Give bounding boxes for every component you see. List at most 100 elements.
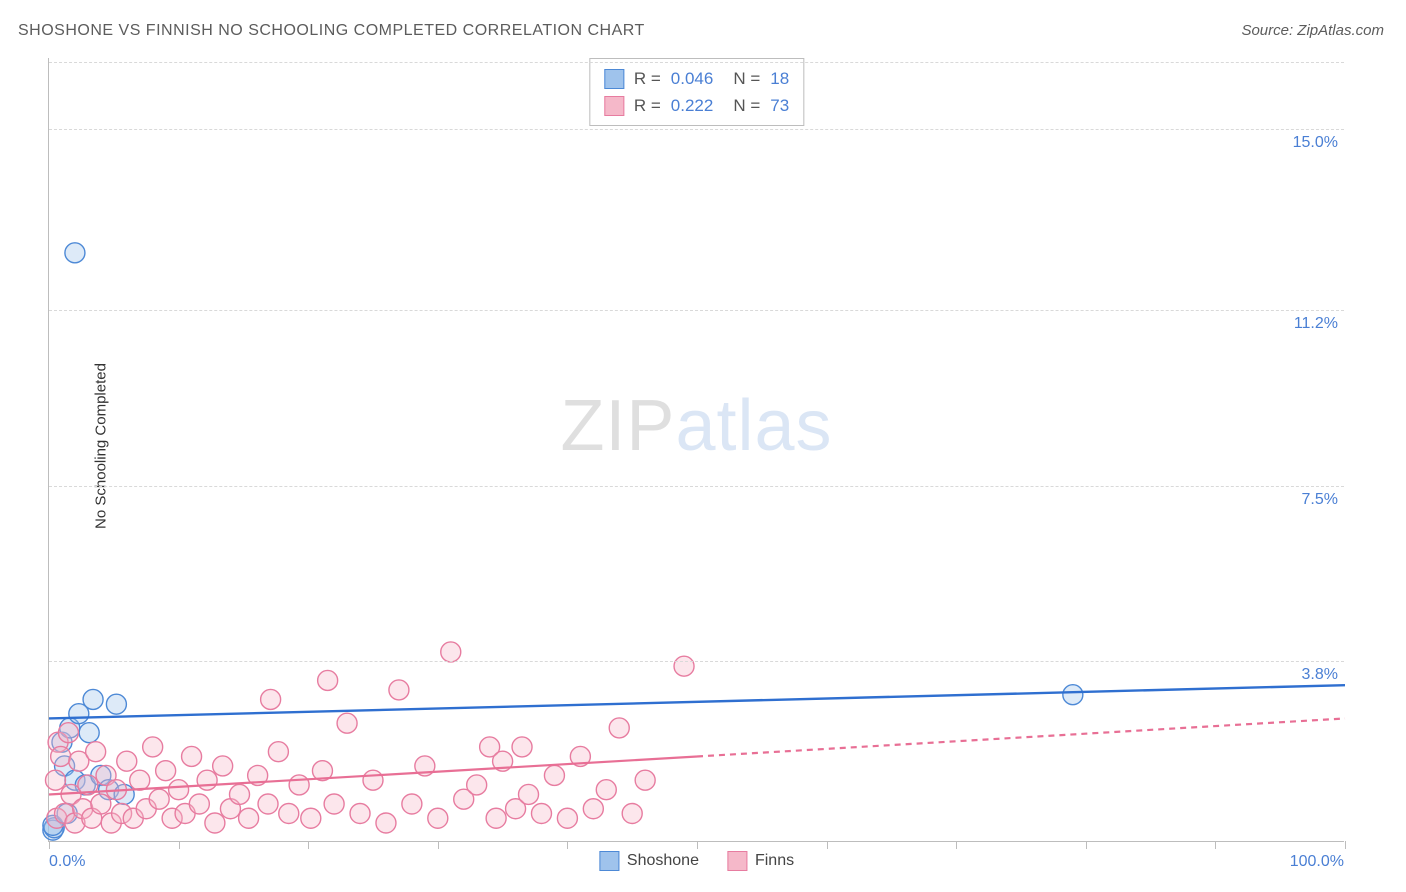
data-point (149, 789, 169, 809)
y-tick-label: 7.5% (1302, 491, 1338, 509)
data-point (130, 770, 150, 790)
gridline (49, 62, 1344, 63)
data-point (289, 775, 309, 795)
legend-top-row: R = 0.046 N = 18 (604, 65, 789, 92)
data-point (117, 751, 137, 771)
data-point (301, 808, 321, 828)
legend-r-label: R = (634, 65, 661, 92)
data-point (261, 689, 281, 709)
x-tick (179, 841, 180, 849)
data-point (51, 746, 71, 766)
data-point (197, 770, 217, 790)
data-point (622, 803, 642, 823)
y-tick-label: 15.0% (1293, 134, 1338, 152)
data-point (79, 723, 99, 743)
legend-r-label: R = (634, 92, 661, 119)
y-tick-label: 11.2% (1294, 315, 1338, 333)
data-point (91, 794, 111, 814)
plot-area: ZIPatlas R =0.046N =18R =0.222N =73 Shos… (48, 58, 1344, 842)
plot-svg (49, 58, 1344, 841)
data-point (106, 694, 126, 714)
data-point (324, 794, 344, 814)
data-point (213, 756, 233, 776)
data-point (350, 803, 370, 823)
data-point (402, 794, 422, 814)
x-tick (956, 841, 957, 849)
legend-n-value: 73 (770, 92, 789, 119)
data-point (467, 775, 487, 795)
data-point (86, 742, 106, 762)
data-point (65, 243, 85, 263)
data-point (268, 742, 288, 762)
legend-swatch (727, 851, 747, 871)
data-point (531, 803, 551, 823)
data-point (45, 770, 65, 790)
x-axis-max-label: 100.0% (1290, 853, 1344, 871)
x-tick (49, 841, 50, 849)
x-tick (1345, 841, 1346, 849)
legend-bottom: Shoshone Finns (599, 851, 794, 871)
x-tick (438, 841, 439, 849)
data-point (239, 808, 259, 828)
data-point (512, 737, 532, 757)
data-point (83, 689, 103, 709)
x-tick (1086, 841, 1087, 849)
legend-n-label: N = (733, 92, 760, 119)
data-point (376, 813, 396, 833)
gridline (49, 129, 1344, 130)
gridline (49, 310, 1344, 311)
data-point (279, 803, 299, 823)
data-point (519, 784, 539, 804)
x-axis-min-label: 0.0% (49, 853, 85, 871)
y-tick-label: 3.8% (1302, 666, 1338, 684)
data-point (58, 723, 78, 743)
data-point (609, 718, 629, 738)
data-point (337, 713, 357, 733)
data-point (169, 780, 189, 800)
data-point (441, 642, 461, 662)
data-point (389, 680, 409, 700)
data-point (635, 770, 655, 790)
data-point (674, 656, 694, 676)
data-point (143, 737, 163, 757)
data-point (258, 794, 278, 814)
data-point (318, 670, 338, 690)
chart-source: Source: ZipAtlas.com (1241, 22, 1384, 39)
legend-n-label: N = (733, 65, 760, 92)
legend-bottom-item: Finns (727, 851, 794, 871)
x-tick (308, 841, 309, 849)
legend-r-value: 0.046 (671, 65, 714, 92)
trend-line (49, 685, 1345, 718)
data-point (205, 813, 225, 833)
gridline (49, 661, 1344, 662)
x-tick (1215, 841, 1216, 849)
data-point (182, 746, 202, 766)
legend-n-value: 18 (770, 65, 789, 92)
data-point (583, 799, 603, 819)
data-point (363, 770, 383, 790)
data-point (544, 765, 564, 785)
legend-swatch (604, 69, 624, 89)
trend-line-dashed (697, 718, 1345, 756)
legend-top-row: R = 0.222 N = 73 (604, 92, 789, 119)
legend-swatch (599, 851, 619, 871)
data-point (189, 794, 209, 814)
data-point (557, 808, 577, 828)
data-point (486, 808, 506, 828)
data-point (156, 761, 176, 781)
legend-r-value: 0.222 (671, 92, 714, 119)
legend-swatch (604, 96, 624, 116)
legend-bottom-item: Shoshone (599, 851, 699, 871)
legend-bottom-label: Finns (755, 852, 794, 870)
x-tick (697, 841, 698, 849)
x-tick (567, 841, 568, 849)
data-point (230, 784, 250, 804)
data-point (428, 808, 448, 828)
legend-bottom-label: Shoshone (627, 852, 699, 870)
chart-title: SHOSHONE VS FINNISH NO SCHOOLING COMPLET… (18, 22, 645, 40)
x-tick (827, 841, 828, 849)
data-point (596, 780, 616, 800)
legend-top: R = 0.046 N = 18 R = 0.222 N = 73 (589, 58, 804, 126)
gridline (49, 486, 1344, 487)
data-point (1063, 685, 1083, 705)
